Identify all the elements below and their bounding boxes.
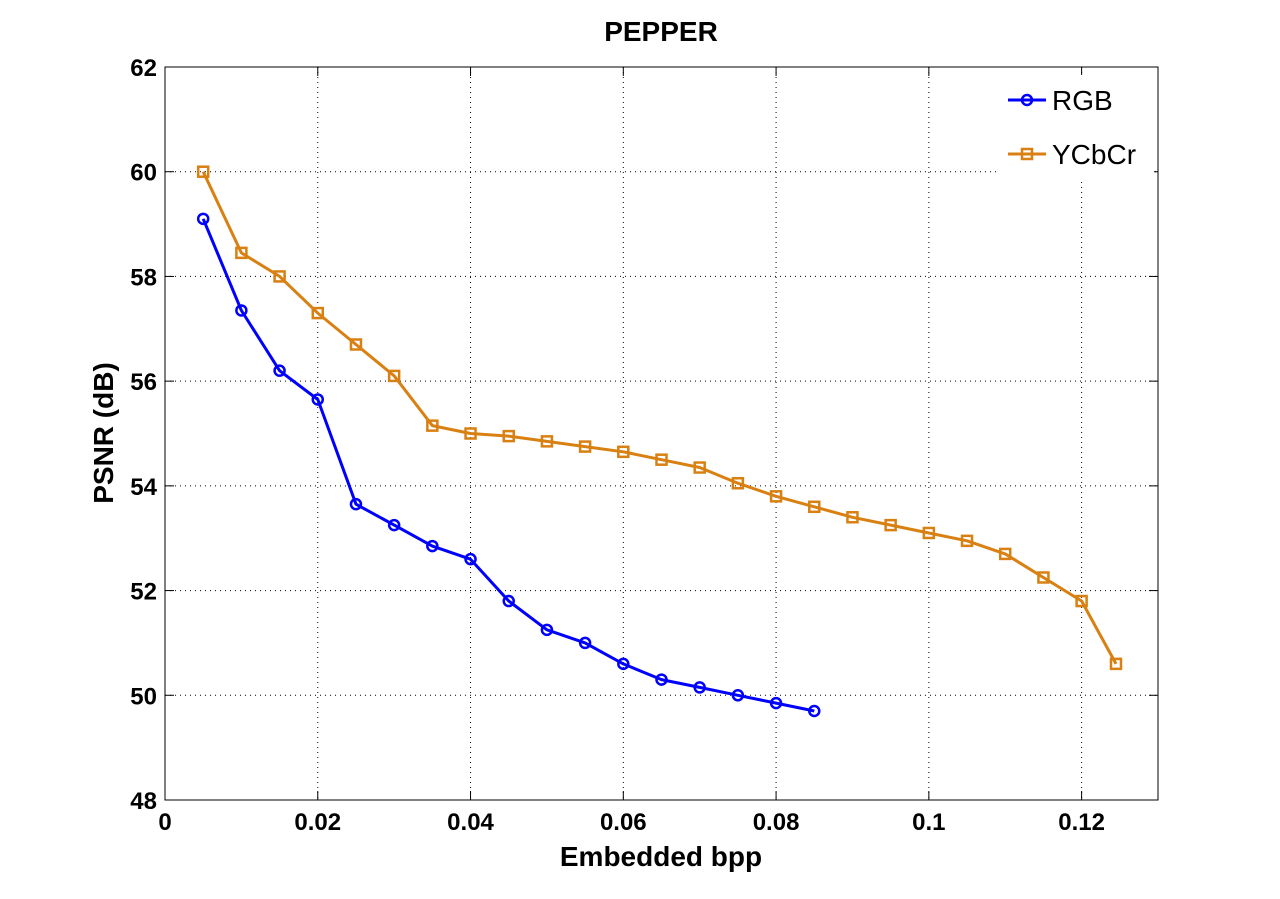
y-tick-label: 58 [130, 264, 157, 291]
series-line-rgb [201, 218, 815, 713]
y-tick-label: 48 [130, 788, 157, 815]
data-point [196, 212, 210, 226]
legend-marker-square [1020, 147, 1034, 161]
legend-label: YCbCr [1052, 139, 1136, 170]
series-ycbcr [196, 165, 1123, 671]
data-point [1037, 571, 1050, 584]
y-tick-label: 52 [130, 579, 157, 606]
data-point [387, 369, 401, 383]
y-tick-label: 50 [130, 683, 157, 710]
data-point [464, 552, 477, 566]
data-point [846, 511, 859, 524]
x-tick-label: 0.1 [912, 809, 945, 836]
data-point [349, 338, 363, 351]
data-point [540, 435, 554, 448]
x-tick-label: 0 [158, 809, 171, 836]
data-point [464, 427, 477, 440]
data-point [1075, 594, 1088, 608]
y-tick-label: 60 [130, 160, 157, 187]
data-point [769, 490, 783, 503]
x-tick-label: 0.06 [600, 809, 647, 836]
data-point [349, 497, 363, 511]
data-point [693, 461, 706, 474]
series-line-ycbcr [201, 171, 1118, 665]
data-point [998, 547, 1012, 561]
data-point [311, 393, 325, 406]
axes: 0 0.02 0.04 0.06 0.08 0.1 0.12 48 50 52 54 56 58 60 62 [130, 55, 1158, 836]
x-tick-label: 0.04 [447, 809, 494, 836]
data-point [655, 673, 668, 686]
legend-label: RGB [1052, 85, 1113, 116]
data-point [235, 304, 248, 317]
chart-title: PEPPER [604, 16, 718, 47]
data-point [617, 445, 630, 459]
data-point [769, 696, 783, 710]
legend-box [998, 75, 1154, 181]
y-tick-label: 56 [130, 369, 157, 396]
data-point [922, 526, 936, 540]
data-point [426, 539, 439, 553]
data-point [387, 518, 401, 532]
series-layer [196, 165, 1123, 718]
data-point [578, 440, 592, 453]
data-point [693, 681, 706, 694]
data-point [655, 453, 668, 466]
plot-frame [164, 66, 1159, 801]
data-point [540, 623, 554, 637]
series-rgb [196, 212, 821, 718]
data-point [731, 689, 745, 702]
y-tick-label: 62 [130, 55, 157, 82]
legend-item-rgb: RGB [1008, 85, 1113, 116]
data-point [578, 636, 592, 650]
x-tick-label: 0.12 [1058, 809, 1105, 836]
data-point [235, 246, 248, 260]
data-point [731, 476, 745, 490]
data-point [808, 500, 821, 514]
data-point [273, 270, 286, 283]
data-point [311, 306, 325, 320]
x-axis-title: Embedded bpp [560, 841, 762, 872]
data-point [273, 364, 286, 377]
data-point [617, 657, 630, 671]
y-tick-label: 54 [130, 474, 157, 501]
data-point [426, 419, 439, 432]
data-point [196, 165, 210, 178]
data-point [502, 594, 515, 608]
legend-marker-circle [1020, 93, 1034, 107]
legend-item-ycbcr: YCbCr [1008, 139, 1136, 170]
data-point [808, 704, 821, 718]
legend: RGB YCbCr [998, 75, 1154, 181]
y-axis-title: PSNR (dB) [88, 362, 119, 504]
data-point [884, 518, 897, 532]
data-point [502, 429, 515, 443]
data-point [960, 534, 974, 548]
x-tick-label: 0.08 [753, 809, 800, 836]
grid [165, 67, 1158, 800]
x-tick-label: 0.02 [294, 809, 341, 836]
data-point [1109, 657, 1123, 671]
